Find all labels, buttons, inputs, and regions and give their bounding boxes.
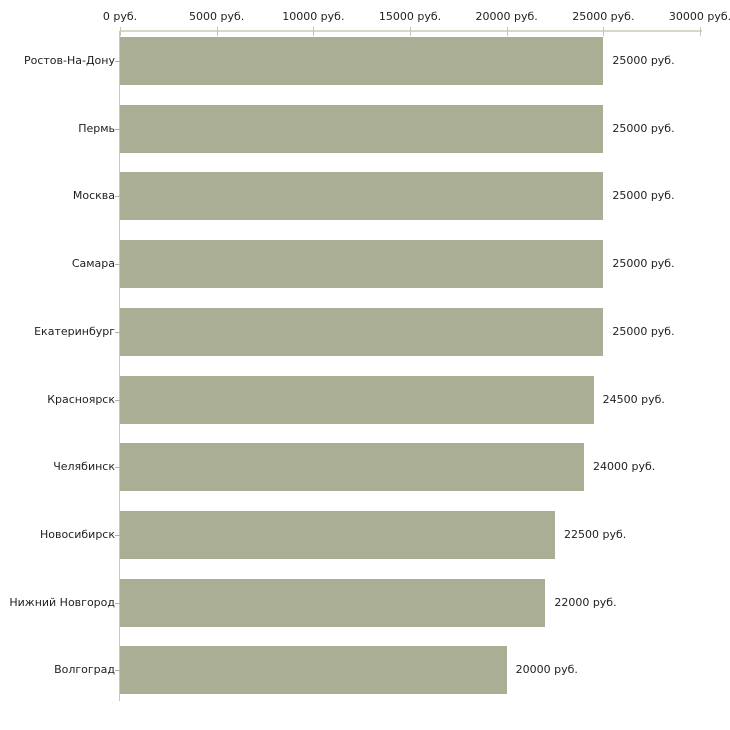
category-tick-mark [115,61,120,62]
bar [120,443,584,492]
category-label: Ростов-На-Дону [23,54,115,67]
value-label: 25000 руб. [612,121,675,135]
category-tick-mark [115,534,120,536]
bar [120,307,604,356]
bar [120,240,604,289]
value-label: 25000 руб. [612,324,675,338]
bar [120,646,507,695]
bar [120,578,546,627]
category-tick-mark [115,602,120,604]
x-tick-label: 20000 руб. [475,10,538,23]
value-label: 25000 руб. [612,257,675,271]
category-label: Новосибирск [39,527,115,541]
category-label: Волгоград [54,663,115,677]
value-label: 22000 руб. [554,595,617,609]
x-tick-mark [410,27,411,36]
value-label: 20000 руб. [515,663,578,677]
bar [120,375,594,424]
x-tick-mark [216,27,218,36]
category-tick-mark [115,399,120,401]
category-tick-mark [115,670,120,672]
bar [120,510,555,559]
x-tick-label: 25000 руб. [572,10,635,23]
category-tick-mark [115,264,120,266]
category-label: Москва [72,189,115,203]
category-label: Пермь [78,121,115,135]
category-tick-mark [115,128,120,130]
category-tick-mark [115,196,120,198]
y-axis-line [119,31,120,701]
value-label: 24500 руб. [602,392,665,406]
category-label: Челябинск [53,460,115,474]
x-tick-mark [506,27,508,36]
x-tick-mark [700,27,701,36]
value-label: 25000 руб. [612,189,675,203]
bar [120,104,604,153]
x-tick-mark [603,27,605,36]
category-tick-mark [115,467,120,469]
value-label: 22500 руб. [564,527,627,541]
x-tick-label: 0 руб. [102,10,138,23]
x-tick-mark [313,27,315,36]
x-tick-label: 5000 руб. [189,10,245,23]
x-tick-mark [120,27,121,36]
x-axis-line [120,30,702,32]
category-label: Самара [71,257,115,271]
x-tick-label: 15000 руб. [378,10,442,23]
x-tick-label: 30000 руб. [668,10,730,23]
x-tick-label: 10000 руб. [282,10,345,23]
category-label: Екатеринбург [34,324,115,338]
category-tick-mark [115,331,120,333]
category-label: Нижний Новгород [9,595,115,609]
value-label: 24000 руб. [593,460,656,474]
bar [120,37,604,85]
category-label: Красноярск [47,392,115,406]
value-label: 25000 руб. [612,54,675,67]
bar [120,172,604,221]
